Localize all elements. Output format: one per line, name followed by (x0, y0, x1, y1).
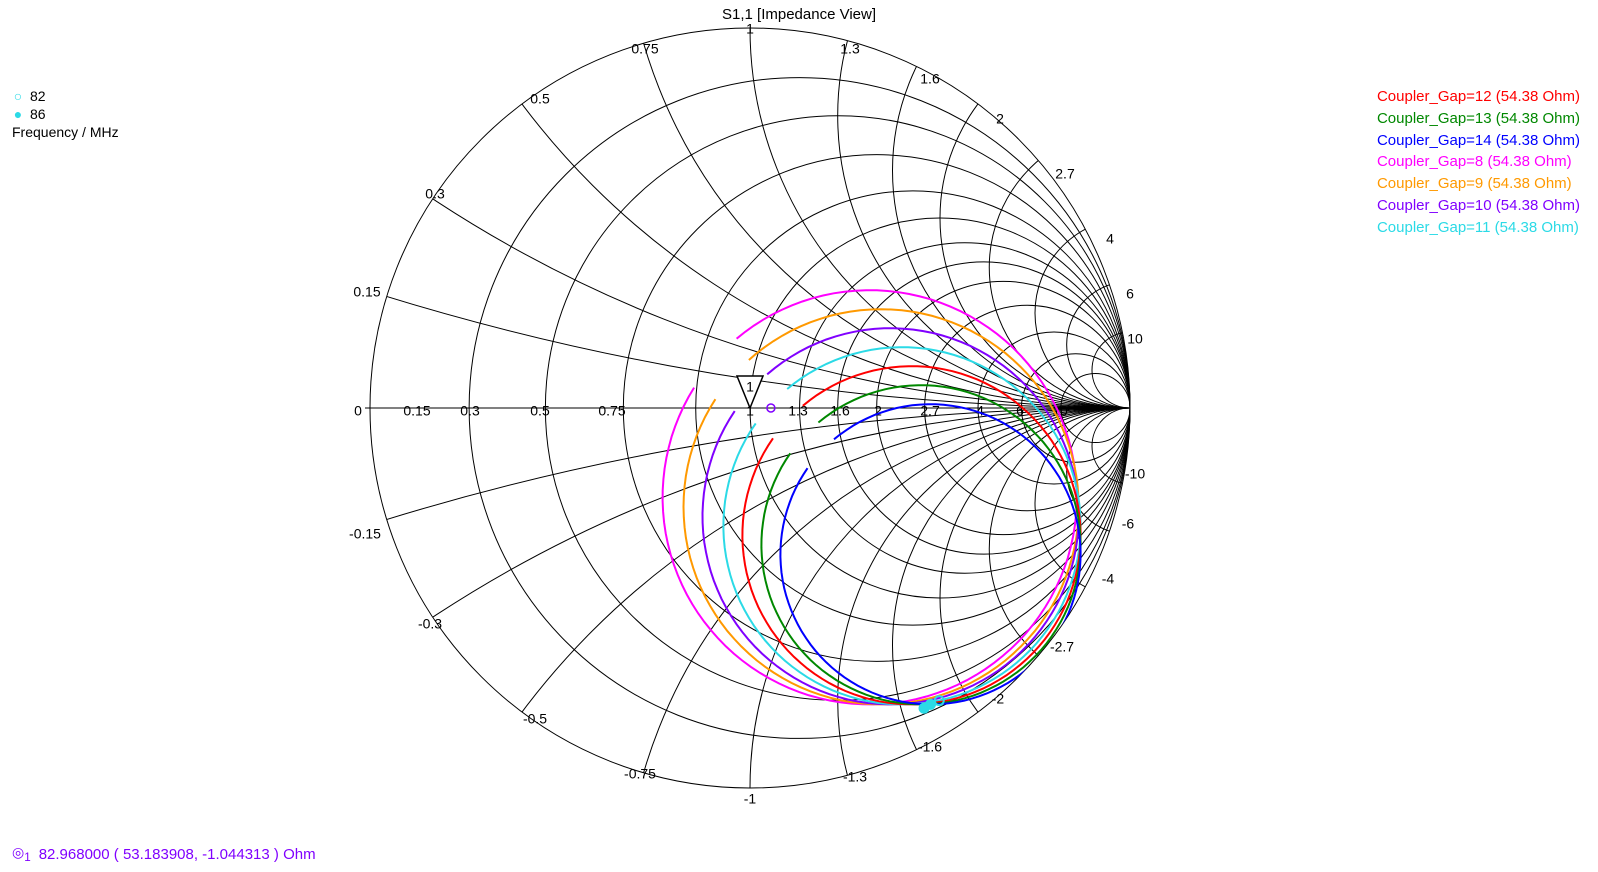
svg-text:0.15: 0.15 (353, 284, 380, 300)
smith-grid (0, 0, 1598, 872)
svg-text:4: 4 (976, 403, 984, 419)
svg-text:1.6: 1.6 (920, 71, 940, 87)
svg-text:0: 0 (354, 403, 362, 419)
svg-text:-0.15: -0.15 (349, 526, 381, 542)
svg-text:-1.3: -1.3 (843, 769, 867, 785)
svg-text:0.75: 0.75 (598, 403, 625, 419)
smith-chart[interactable]: 0.150.30.50.7511.31.622.74610-0.15-0.3-0… (0, 0, 1598, 872)
svg-text:2.7: 2.7 (1055, 166, 1075, 182)
svg-text:0.3: 0.3 (460, 403, 480, 419)
svg-text:0.3: 0.3 (425, 186, 445, 202)
svg-text:-6: -6 (1122, 516, 1135, 532)
svg-text:-2.7: -2.7 (1050, 639, 1074, 655)
svg-text:-0.75: -0.75 (624, 766, 656, 782)
svg-text:4: 4 (1106, 231, 1114, 247)
svg-text:0.5: 0.5 (530, 91, 550, 107)
svg-text:-4: -4 (1102, 571, 1115, 587)
svg-text:0.15: 0.15 (403, 403, 430, 419)
svg-text:-1.6: -1.6 (918, 739, 942, 755)
svg-text:10: 10 (1127, 331, 1143, 347)
svg-text:6: 6 (1126, 286, 1134, 302)
svg-text:1.3: 1.3 (840, 41, 860, 57)
svg-text:-1: -1 (744, 791, 757, 807)
trace-gap13[interactable] (761, 385, 1080, 704)
marker-filled-circle-icon[interactable] (920, 704, 929, 713)
svg-text:-0.3: -0.3 (418, 616, 442, 632)
svg-text:2: 2 (874, 403, 882, 419)
svg-text:-0.5: -0.5 (523, 711, 547, 727)
svg-text:-10: -10 (1125, 466, 1145, 482)
svg-text:2: 2 (996, 111, 1004, 127)
svg-text:0.75: 0.75 (631, 41, 658, 57)
grid-labels: 0.150.30.50.7511.31.622.74610-0.15-0.3-0… (349, 21, 1145, 807)
marker-triangle-label: 1 (746, 379, 754, 395)
svg-text:1: 1 (746, 21, 754, 37)
data-traces (663, 290, 1081, 704)
svg-text:-2: -2 (992, 691, 1005, 707)
svg-text:0.5: 0.5 (530, 403, 550, 419)
